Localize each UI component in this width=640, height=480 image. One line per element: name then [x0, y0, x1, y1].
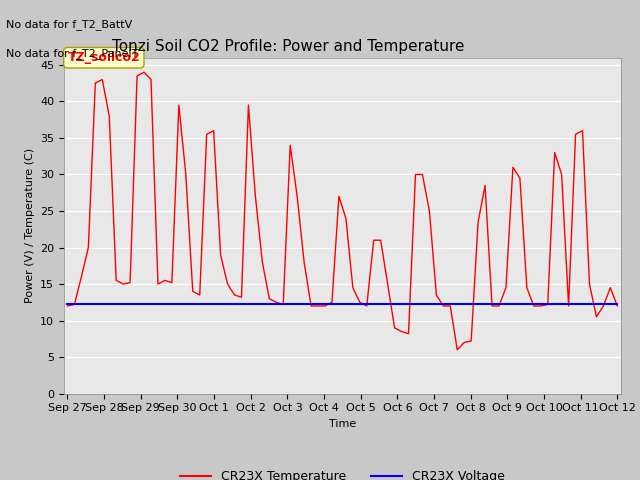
Line: CR23X Temperature: CR23X Temperature [67, 72, 618, 350]
Y-axis label: Power (V) / Temperature (C): Power (V) / Temperature (C) [24, 148, 35, 303]
CR23X Temperature [140, 69, 148, 75]
Text: TZ_soilco2: TZ_soilco2 [67, 51, 140, 64]
CR23X Temperature [63, 303, 71, 309]
X-axis label: Time: Time [329, 419, 356, 429]
CR23X Voltage [551, 301, 559, 307]
CR23X Voltage [614, 301, 621, 307]
CR23X Voltage [440, 301, 447, 307]
CR23X Temperature [314, 303, 322, 309]
Legend: CR23X Temperature, CR23X Voltage: CR23X Temperature, CR23X Voltage [175, 465, 510, 480]
CR23X Voltage [419, 301, 426, 307]
CR23X Temperature [404, 331, 412, 336]
Text: No data for f_T2_BattV: No data for f_T2_BattV [6, 19, 132, 30]
CR23X Temperature [426, 208, 433, 214]
Text: Tonzi Soil CO2 Profile: Power and Temperature: Tonzi Soil CO2 Profile: Power and Temper… [113, 39, 465, 54]
Text: No data for f_T2_PanelT: No data for f_T2_PanelT [6, 48, 139, 59]
CR23X Voltage [391, 301, 399, 307]
CR23X Temperature [453, 347, 461, 353]
CR23X Temperature [447, 303, 454, 309]
CR23X Voltage [307, 301, 315, 307]
CR23X Voltage [397, 301, 405, 307]
CR23X Temperature [614, 303, 621, 309]
CR23X Temperature [397, 329, 405, 335]
CR23X Temperature [564, 303, 572, 309]
CR23X Voltage [63, 301, 71, 307]
